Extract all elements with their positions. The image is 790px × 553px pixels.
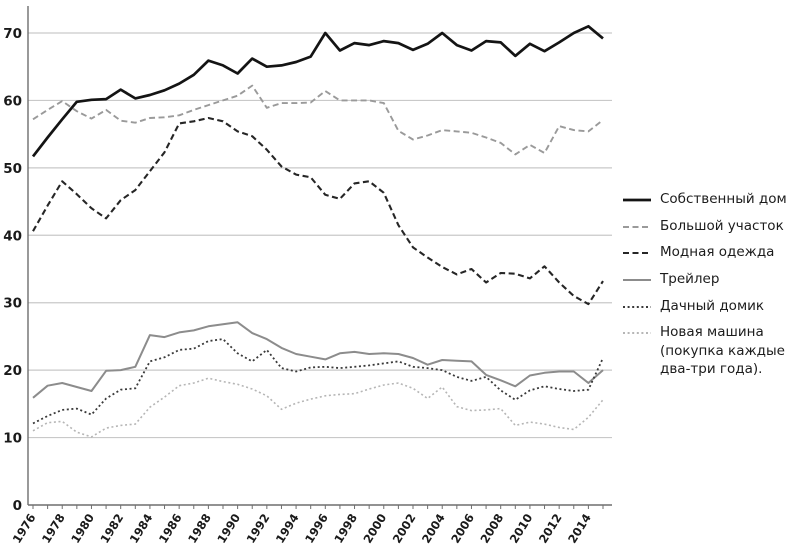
x-axis-tick-label: 2014 (565, 511, 594, 546)
x-axis-tick-label: 1980 (68, 511, 97, 546)
legend-line-sample (623, 252, 651, 255)
y-axis-tick-label: 60 (3, 93, 22, 109)
series-line (32, 377, 604, 438)
legend-item: Собственный дом (622, 190, 788, 209)
y-axis-tick-label: 10 (3, 431, 22, 447)
legend-line-sample (623, 198, 651, 202)
series-line (32, 84, 604, 156)
x-axis-tick-label: 2002 (390, 511, 419, 546)
series-line (31, 24, 604, 158)
legend-item: Модная одежда (622, 243, 788, 262)
series-line (32, 321, 604, 399)
legend-label: Собственный дом (660, 191, 787, 207)
y-axis-tick-label: 70 (3, 26, 22, 42)
x-axis-tick-label: 1982 (97, 511, 126, 546)
series-line (32, 116, 604, 306)
x-axis-tick-label: 1992 (244, 511, 273, 546)
series-line (32, 338, 604, 425)
y-axis-tick-label: 0 (13, 498, 22, 514)
x-axis-tick-label: 2006 (448, 511, 477, 546)
y-axis-tick-label: 20 (3, 363, 22, 379)
x-axis-tick-label: 2008 (477, 511, 506, 546)
x-axis-tick-label: 1988 (185, 511, 214, 546)
legend-line-sample (623, 305, 651, 308)
legend-label: Дачный домик (660, 297, 765, 314)
legend-label: Новая машина (покупка каждые два-три год… (660, 324, 785, 378)
y-axis-tick-label: 30 (3, 296, 22, 312)
legend-item: Трейлер (622, 270, 788, 289)
x-axis-tick-label: 1976 (10, 511, 39, 546)
legend-line-sample (623, 332, 651, 335)
legend-item: Большой участок (622, 217, 788, 236)
x-axis-tick-label: 1996 (302, 511, 331, 546)
legend-label: Большой участок (660, 217, 784, 234)
x-axis-tick-label: 2000 (360, 511, 389, 546)
legend: Собственный дом Большой участок Модная оде… (622, 190, 788, 387)
x-axis-tick-label: 2010 (507, 511, 536, 546)
x-axis-tick-label: 1998 (331, 511, 360, 546)
legend-item: Дачный домик (622, 297, 788, 316)
y-axis-tick-label: 50 (3, 161, 22, 177)
legend-item: Новая машина (покупка каждые два-три год… (622, 323, 788, 379)
y-axis-tick-label: 40 (3, 228, 22, 244)
legend-line-sample (623, 278, 651, 281)
legend-label: Модная одежда (660, 244, 775, 261)
x-axis-tick-label: 1994 (273, 511, 302, 546)
x-axis-tick-label: 2012 (536, 511, 565, 546)
x-axis-tick-label: 1978 (39, 511, 68, 546)
x-axis-tick-label: 1986 (156, 511, 185, 546)
x-axis-tick-label: 2004 (419, 511, 448, 546)
x-axis-tick-label: 1984 (127, 511, 156, 546)
legend-label: Трейлер (660, 270, 720, 287)
x-axis-tick-label: 1990 (214, 511, 243, 546)
legend-line-sample (623, 225, 651, 228)
